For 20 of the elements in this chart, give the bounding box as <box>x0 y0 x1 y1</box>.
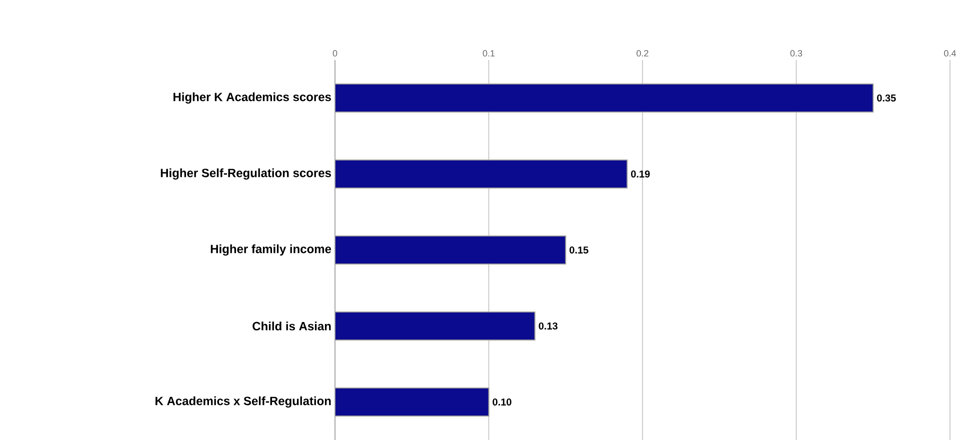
y-tick-label: K Academics x Self-Regulation <box>156 396 331 408</box>
x-tick-label: 0.1 <box>482 50 495 56</box>
data-label: 0.13 <box>538 322 558 330</box>
bar <box>335 236 566 265</box>
data-label: 0.35 <box>877 94 896 102</box>
bar <box>335 312 536 341</box>
y-tick-label: Higher Self-Regulation scores <box>160 168 331 180</box>
x-tick-label: 0.2 <box>636 50 648 56</box>
x-tick-label: 0 <box>332 50 338 56</box>
bar <box>335 84 874 113</box>
data-label: 0.19 <box>631 170 650 178</box>
data-label: 0.15 <box>570 246 588 254</box>
y-tick-label: Child is Asian <box>252 322 331 330</box>
y-tick-label: Higher family income <box>210 244 332 256</box>
y-tick-label: Higher K Academics scores <box>174 92 331 104</box>
data-label: 0.10 <box>492 398 512 406</box>
bar <box>335 388 490 417</box>
x-tick-label: 0.4 <box>944 50 956 56</box>
bar <box>335 160 628 189</box>
x-tick-label: 0.3 <box>790 50 802 56</box>
